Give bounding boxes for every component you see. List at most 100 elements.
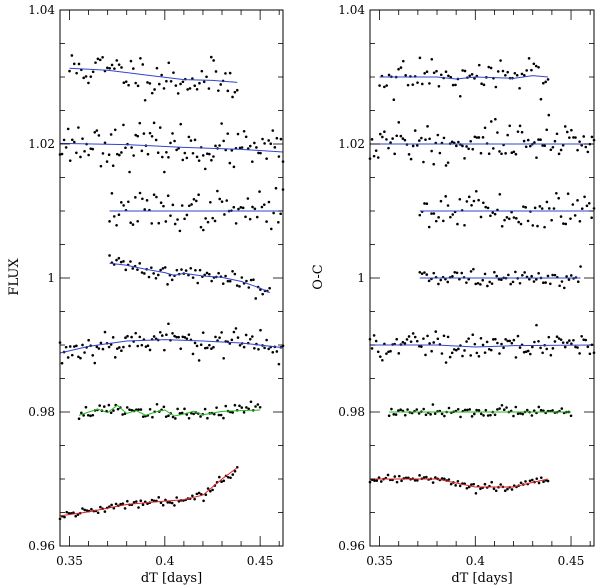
- data-point: [198, 81, 201, 85]
- data-point: [191, 494, 194, 498]
- data-point: [449, 482, 453, 486]
- data-point: [279, 212, 282, 216]
- data-point: [500, 403, 504, 407]
- data-point: [487, 65, 491, 69]
- data-point: [465, 145, 468, 148]
- data-point: [222, 479, 226, 483]
- data-point: [437, 85, 441, 88]
- data-point: [373, 479, 376, 483]
- data-point: [141, 197, 144, 201]
- data-point: [163, 348, 166, 352]
- data-point: [231, 473, 235, 476]
- data-point: [429, 413, 432, 416]
- data-point: [108, 254, 111, 257]
- data-point: [557, 196, 560, 200]
- data-point: [510, 151, 514, 155]
- data-point: [522, 139, 526, 143]
- data-point: [211, 216, 214, 220]
- data-point: [93, 130, 97, 134]
- data-point: [229, 476, 232, 480]
- data-point: [467, 277, 471, 281]
- data-point: [451, 213, 455, 216]
- data-point: [568, 339, 571, 342]
- data-point: [547, 335, 551, 339]
- data-point: [526, 138, 530, 142]
- data-point: [169, 80, 173, 83]
- data-point: [238, 146, 242, 150]
- series-row-6: [77, 400, 262, 421]
- data-point: [560, 407, 564, 410]
- data-point: [70, 54, 74, 57]
- data-point: [442, 136, 446, 140]
- data-point: [430, 57, 434, 61]
- data-point: [271, 129, 275, 132]
- data-point: [160, 73, 163, 77]
- data-point: [509, 282, 512, 286]
- data-point: [134, 331, 137, 335]
- data-point: [528, 144, 532, 148]
- data-point: [162, 405, 166, 409]
- data-point: [488, 280, 492, 284]
- data-point: [275, 350, 279, 353]
- data-point: [444, 195, 447, 198]
- data-point: [401, 340, 405, 344]
- data-point: [131, 223, 135, 226]
- flux-x-axis-label: dT [days]: [141, 571, 202, 586]
- data-point: [544, 281, 547, 284]
- data-point: [417, 412, 421, 415]
- data-point: [148, 131, 152, 135]
- data-point: [136, 134, 140, 138]
- data-point: [461, 144, 464, 148]
- model-curve: [370, 478, 549, 488]
- data-point: [420, 345, 423, 348]
- data-point: [238, 285, 241, 288]
- data-point: [551, 145, 555, 149]
- data-point: [269, 142, 273, 146]
- data-point: [455, 348, 458, 352]
- data-point: [418, 139, 421, 142]
- data-point: [141, 63, 145, 66]
- data-point: [540, 207, 544, 210]
- data-point: [169, 141, 172, 145]
- data-point: [490, 480, 494, 484]
- data-point: [130, 408, 134, 412]
- data-point: [99, 341, 103, 345]
- data-point: [177, 335, 180, 339]
- data-point: [210, 158, 213, 162]
- data-point: [174, 417, 177, 420]
- data-point: [130, 146, 133, 149]
- data-point: [112, 215, 116, 218]
- data-point: [221, 282, 225, 285]
- data-point: [186, 88, 189, 91]
- data-point: [573, 214, 577, 217]
- series-row-7: [58, 465, 239, 521]
- data-point: [259, 328, 262, 332]
- data-point: [439, 278, 443, 282]
- data-point: [123, 507, 127, 510]
- data-point: [117, 213, 121, 216]
- series-row-4: [418, 265, 582, 290]
- data-point: [387, 146, 390, 150]
- data-point: [179, 347, 183, 351]
- data-point: [184, 269, 188, 272]
- data-point: [524, 145, 528, 149]
- data-point: [102, 405, 106, 408]
- data-point: [435, 69, 438, 73]
- data-point: [409, 340, 413, 343]
- data-point: [124, 336, 127, 340]
- data-point: [499, 483, 503, 486]
- data-point: [551, 347, 555, 350]
- data-point: [542, 81, 545, 85]
- data-point: [501, 69, 505, 73]
- data-point: [85, 509, 89, 512]
- data-point: [185, 213, 189, 217]
- data-point: [94, 61, 97, 64]
- y-tick-label: 0.98: [28, 405, 55, 419]
- data-point: [440, 412, 444, 416]
- data-point: [108, 66, 111, 70]
- data-point: [116, 407, 120, 411]
- data-point: [443, 414, 446, 418]
- data-point: [91, 70, 95, 74]
- data-point: [572, 338, 575, 342]
- data-point: [425, 273, 429, 276]
